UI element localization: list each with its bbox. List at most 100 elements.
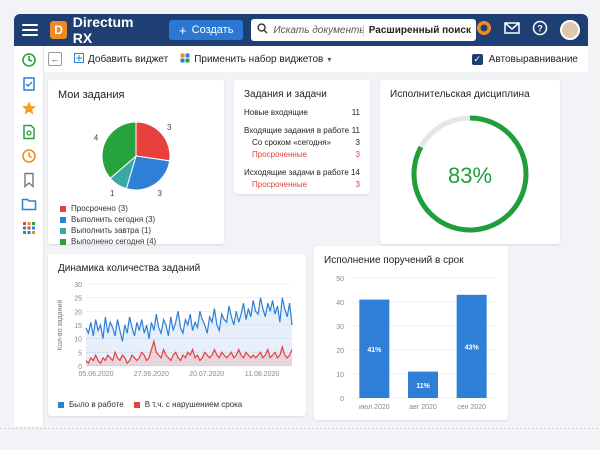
y-tick-label: 50 xyxy=(336,276,344,283)
x-tick-label: авг 2020 xyxy=(409,404,437,411)
menu-icon[interactable] xyxy=(22,24,39,36)
task-summary-label: Просроченные xyxy=(252,180,308,189)
legend-item: Выполнить завтра (1) xyxy=(60,226,156,235)
apply-widget-set-button[interactable]: Применить набор виджетов ▾ xyxy=(180,53,331,66)
line-legend: Было в работе В т.ч. с нарушением срока xyxy=(58,400,242,411)
star-icon xyxy=(21,101,36,115)
y-tick-label: 40 xyxy=(336,300,344,307)
widget-dynamics[interactable]: Динамика количества заданий 30 25 20 15 10 5 0… xyxy=(48,254,306,416)
task-summary-row[interactable]: Входящие задания в работе 11 xyxy=(244,126,360,135)
pie-slice[interactable] xyxy=(101,121,137,179)
sidebar-item-tasks[interactable] xyxy=(21,76,37,92)
pie-slice[interactable] xyxy=(135,121,171,162)
pie-slice[interactable] xyxy=(125,155,171,191)
help-icon[interactable]: ? xyxy=(532,20,548,41)
sidebar-item-history[interactable] xyxy=(21,148,37,164)
task-summary-row[interactable]: Просроченные 3 xyxy=(252,150,360,159)
legend-swatch xyxy=(60,205,66,212)
sidebar-item-folders[interactable] xyxy=(21,196,37,212)
auto-align-toggle[interactable]: ✓ Автовыравнивание xyxy=(471,53,578,65)
widget-title: Задания и задачи xyxy=(244,89,327,100)
sidebar-item-favorites[interactable] xyxy=(21,100,37,116)
widget-execution[interactable]: Исполнение поручений в срок 50 40 30 20 10 0 4… xyxy=(314,246,508,420)
legend-item[interactable]: В т.ч. с нарушением срока xyxy=(133,400,242,409)
widget-discipline[interactable]: Исполнительская дисциплина 83% xyxy=(380,80,560,244)
legend-label: Было в работе xyxy=(69,400,124,409)
task-summary-label: Новые входящие xyxy=(244,108,308,117)
sidebar-item-documents[interactable] xyxy=(21,124,37,140)
create-button[interactable]: + Создать xyxy=(169,20,244,40)
widget-title: Исполнение поручений в срок xyxy=(324,255,464,266)
bar[interactable] xyxy=(456,294,487,398)
legend-swatch xyxy=(60,238,66,245)
task-summary-count: 14 xyxy=(351,168,360,177)
top-bar: D Directum RX + Создать Искать документы… xyxy=(14,14,588,46)
mail-icon[interactable] xyxy=(504,21,520,39)
create-label: Создать xyxy=(191,24,234,36)
widget-title: Динамика количества заданий xyxy=(58,263,201,274)
app-name: Directum RX xyxy=(72,14,134,46)
y-tick-label: 20 xyxy=(336,348,344,355)
task-summary-count: 3 xyxy=(355,150,360,159)
sidebar xyxy=(14,46,44,426)
add-widget-icon xyxy=(74,52,84,66)
sidebar-item-recent[interactable] xyxy=(21,52,37,68)
bar[interactable] xyxy=(359,299,390,398)
checkbox-checked-icon[interactable]: ✓ xyxy=(471,53,483,65)
legend-item[interactable]: Было в работе xyxy=(58,400,124,409)
back-button[interactable]: ← xyxy=(48,52,62,66)
pie-legend: Просрочено (3) Выполнить сегодня (3) Выпол… xyxy=(60,204,156,248)
widget-tasks-summary[interactable]: Задания и задачи Новые входящие 11 Входящи… xyxy=(234,80,370,194)
task-summary-row[interactable]: Со сроком «сегодня» 3 xyxy=(252,138,360,147)
app-logo[interactable]: D Directum RX xyxy=(50,14,149,46)
checklist-icon xyxy=(22,77,35,91)
sidebar-item-modules[interactable] xyxy=(21,220,37,236)
task-summary-count: 3 xyxy=(355,180,360,189)
task-summary-row[interactable]: Просроченные 3 xyxy=(252,180,360,189)
sidebar-item-bookmarks[interactable] xyxy=(21,172,37,188)
add-widget-button[interactable]: Добавить виджет xyxy=(74,52,169,66)
header-icons: ? xyxy=(476,20,580,41)
avatar[interactable] xyxy=(560,20,580,40)
widget-title: Мои задания xyxy=(58,89,125,101)
gauge-arc xyxy=(411,115,529,233)
series-area xyxy=(86,297,292,366)
x-tick-label: 11.08.2020 xyxy=(245,371,280,378)
bar[interactable] xyxy=(408,371,438,398)
task-summary-row[interactable]: Новые входящие 11 xyxy=(244,108,360,117)
gauge-value: 83% xyxy=(448,163,492,188)
folder-icon xyxy=(21,198,36,211)
legend-label: Выполнить завтра (1) xyxy=(71,226,152,235)
grid-icon xyxy=(22,222,35,234)
document-icon xyxy=(22,124,35,140)
my-tasks-pie-chart: 3 3 1 4 xyxy=(94,121,172,198)
advanced-search-link[interactable]: Расширенный поиск xyxy=(362,24,476,36)
pie-slice-label: 3 xyxy=(167,123,172,132)
legend-item: Просрочено (3) xyxy=(60,204,156,213)
auto-align-label: Автовыравнивание xyxy=(488,53,578,65)
y-tick-label: 25 xyxy=(74,296,82,303)
widget-title: Исполнительская дисциплина xyxy=(390,89,530,100)
series-line xyxy=(85,339,293,365)
legend-swatch xyxy=(133,401,140,408)
assistant-icon[interactable] xyxy=(476,20,492,41)
legend-label: Выполнить сегодня (3) xyxy=(71,215,156,224)
task-summary-label: Просроченные xyxy=(252,150,308,159)
search-input[interactable]: Искать документы, задания, прочее xyxy=(273,24,362,36)
x-tick-label: июл 2020 xyxy=(359,404,390,411)
widget-my-tasks[interactable]: Мои задания 3 3 1 4 Просрочено (3) Выполнить… xyxy=(48,80,224,246)
pie-slice-label: 4 xyxy=(94,134,99,143)
search-box[interactable]: Искать документы, задания, прочее Расшир… xyxy=(251,19,476,41)
chevron-down-icon: ▾ xyxy=(327,54,332,64)
search-icon xyxy=(257,21,269,39)
pie-slice-label: 3 xyxy=(158,189,163,198)
divider xyxy=(0,428,600,429)
x-tick-label: сен 2020 xyxy=(457,404,486,411)
bookmark-icon xyxy=(23,172,34,188)
execution-bar-chart: 50 40 30 20 10 0 41% июл 2020 11% авг 2020 43% сен … xyxy=(336,276,496,411)
task-summary-row[interactable]: Исходящие задачи в работе 14 xyxy=(244,168,360,177)
task-summary-count: 3 xyxy=(355,138,360,147)
add-widget-label: Добавить виджет xyxy=(88,53,169,65)
y-tick-label: 30 xyxy=(74,282,82,289)
history-icon xyxy=(21,149,36,163)
